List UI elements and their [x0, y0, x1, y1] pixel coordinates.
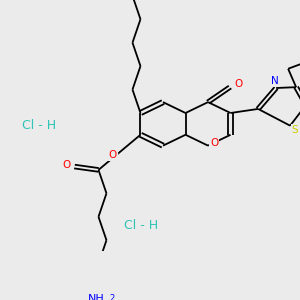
Text: 2: 2 [110, 294, 115, 300]
Text: S: S [292, 125, 298, 135]
Text: O: O [62, 160, 70, 170]
Text: O: O [234, 79, 242, 89]
Text: O: O [210, 138, 218, 148]
Text: NH: NH [88, 294, 105, 300]
Text: Cl - H: Cl - H [22, 119, 56, 132]
Text: Cl - H: Cl - H [124, 220, 158, 232]
Text: O: O [108, 150, 117, 160]
Text: N: N [271, 76, 279, 86]
